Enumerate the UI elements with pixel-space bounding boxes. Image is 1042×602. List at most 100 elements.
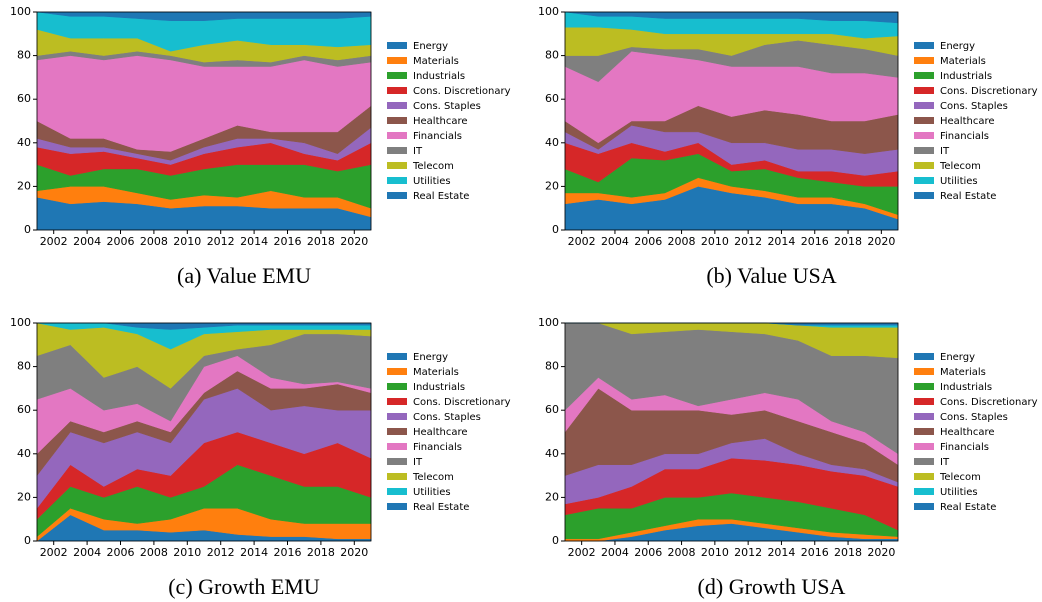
x-tick-label: 2002: [568, 235, 596, 248]
legend-swatch: [387, 413, 407, 420]
legend-swatch: [914, 42, 934, 49]
legend-swatch: [387, 353, 407, 360]
legend-swatch: [387, 87, 407, 94]
legend-swatch: [914, 353, 934, 360]
legend-swatch: [914, 87, 934, 94]
legend-swatch: [387, 488, 407, 495]
legend-swatch: [914, 162, 934, 169]
legend-swatch: [914, 147, 934, 154]
legend-label: Financials: [940, 131, 989, 142]
x-tick-label: 2008: [140, 235, 168, 248]
legend-swatch: [387, 162, 407, 169]
legend-label: Utilities: [940, 176, 978, 187]
legend-swatch: [914, 368, 934, 375]
caption: (d) Growth USA: [698, 574, 846, 599]
legend-label: IT: [413, 146, 423, 157]
legend-label: Healthcare: [940, 427, 995, 438]
legend-label: Real Estate: [413, 502, 469, 513]
y-tick-label: 100: [538, 316, 559, 329]
legend-label: Energy: [413, 352, 448, 363]
x-tick-label: 2012: [207, 546, 235, 559]
legend-label: Energy: [940, 41, 975, 52]
x-tick-label: 2016: [801, 235, 829, 248]
legend-swatch: [387, 177, 407, 184]
legend-swatch: [914, 458, 934, 465]
legend-label: Healthcare: [940, 116, 995, 127]
x-tick-label: 2018: [834, 235, 862, 248]
x-tick-label: 2004: [601, 546, 629, 559]
legend-swatch: [387, 443, 407, 450]
x-tick-label: 2018: [307, 546, 335, 559]
legend-label: Financials: [413, 442, 462, 453]
y-tick-label: 40: [545, 447, 559, 460]
x-tick-label: 2010: [701, 235, 729, 248]
x-tick-label: 2018: [834, 546, 862, 559]
legend-label: Industrials: [940, 382, 992, 393]
y-tick-label: 80: [17, 49, 31, 62]
x-tick-label: 2016: [274, 235, 302, 248]
legend-swatch: [387, 383, 407, 390]
legend-swatch: [387, 192, 407, 199]
x-tick-label: 2008: [140, 546, 168, 559]
legend-swatch: [387, 102, 407, 109]
y-tick-label: 60: [545, 92, 559, 105]
x-tick-label: 2002: [40, 235, 68, 248]
legend-label: Cons. Discretionary: [940, 397, 1038, 408]
y-tick-label: 80: [545, 360, 559, 373]
y-tick-label: 20: [17, 490, 31, 503]
y-tick-label: 40: [17, 136, 31, 149]
legend-swatch: [387, 72, 407, 79]
legend-label: Materials: [940, 56, 986, 67]
legend-label: Cons. Discretionary: [940, 86, 1038, 97]
legend-swatch: [387, 428, 407, 435]
x-tick-label: 2002: [40, 546, 68, 559]
x-tick-label: 2008: [668, 235, 696, 248]
legend-swatch: [387, 132, 407, 139]
legend-label: Utilities: [940, 487, 978, 498]
y-tick-label: 100: [10, 316, 31, 329]
caption: (a) Value EMU: [177, 263, 311, 288]
plot-frame: [36, 322, 372, 542]
y-tick-label: 80: [545, 49, 559, 62]
legend-label: IT: [940, 146, 950, 157]
legend-label: Materials: [413, 367, 459, 378]
legend-label: Cons. Staples: [413, 412, 481, 423]
legend-label: Cons. Discretionary: [413, 397, 511, 408]
plot-frame: [564, 11, 899, 231]
legend-label: Industrials: [413, 71, 465, 82]
legend-label: Utilities: [413, 487, 451, 498]
y-tick-label: 20: [545, 490, 559, 503]
x-tick-label: 2004: [601, 235, 629, 248]
legend-label: Healthcare: [413, 427, 468, 438]
x-tick-label: 2020: [340, 546, 368, 559]
legend-swatch: [914, 443, 934, 450]
x-tick-label: 2012: [734, 235, 762, 248]
plot-frame: [36, 11, 372, 231]
y-tick-label: 0: [24, 534, 31, 547]
legend-label: Healthcare: [413, 116, 468, 127]
y-tick-label: 80: [17, 360, 31, 373]
legend-swatch: [387, 398, 407, 405]
legend-label: Cons. Discretionary: [413, 86, 511, 97]
legend-swatch: [387, 147, 407, 154]
legend-label: Real Estate: [413, 191, 469, 202]
y-tick-label: 0: [552, 223, 559, 236]
x-tick-label: 2010: [173, 235, 201, 248]
legend-swatch: [387, 42, 407, 49]
legend-swatch: [914, 117, 934, 124]
legend-label: Telecom: [412, 472, 454, 483]
x-tick-label: 2014: [767, 546, 795, 559]
plot-frame: [564, 322, 899, 542]
x-tick-label: 2016: [801, 546, 829, 559]
legend-swatch: [914, 398, 934, 405]
y-tick-label: 100: [538, 5, 559, 18]
x-tick-label: 2006: [634, 546, 662, 559]
legend-label: Industrials: [413, 382, 465, 393]
legend-label: Industrials: [940, 71, 992, 82]
legend-swatch: [914, 383, 934, 390]
legend-label: Cons. Staples: [940, 412, 1008, 423]
y-tick-label: 60: [17, 403, 31, 416]
legend-label: Telecom: [412, 161, 454, 172]
legend-swatch: [387, 368, 407, 375]
